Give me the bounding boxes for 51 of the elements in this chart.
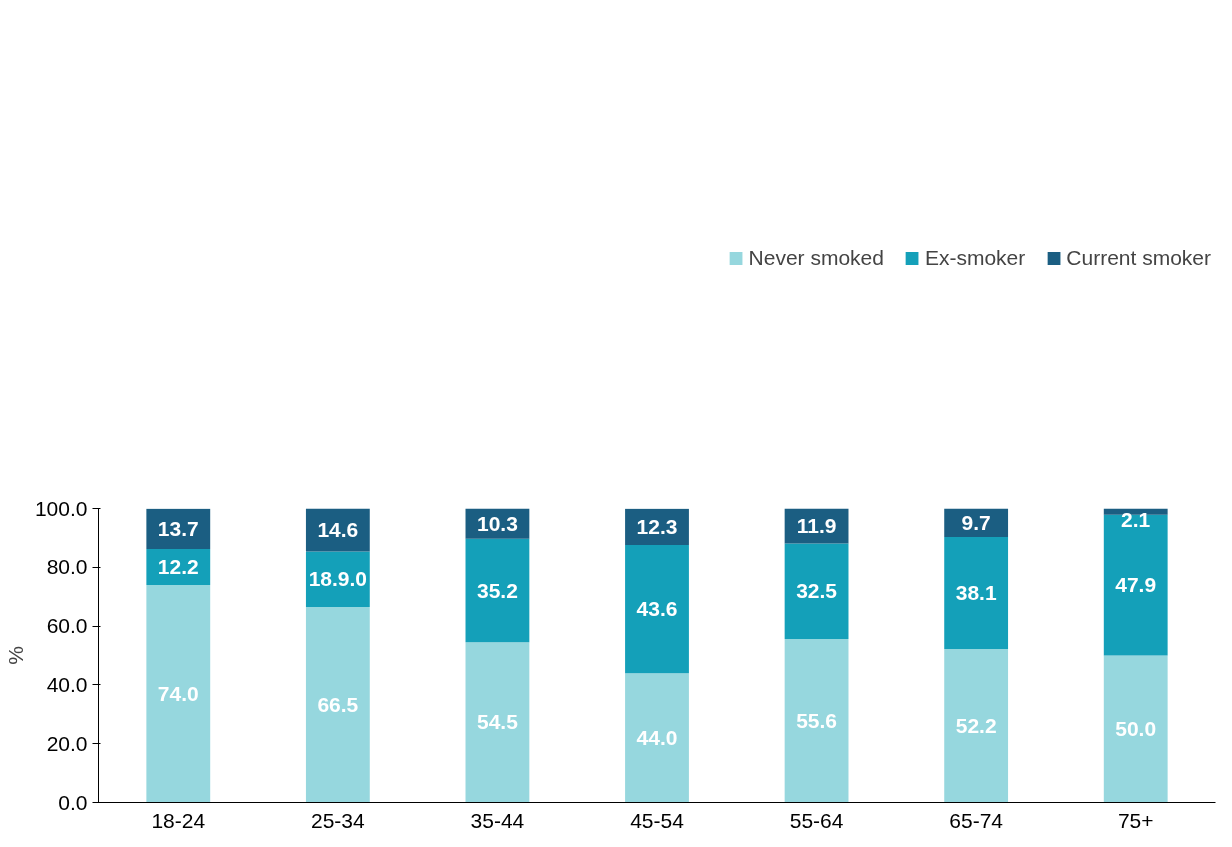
data-label: 10.3	[476, 511, 518, 535]
bar	[784, 639, 849, 803]
bar	[465, 642, 530, 803]
data-label: 47.9	[1115, 573, 1157, 597]
legend-label: Never smoked	[748, 246, 884, 270]
bar	[784, 543, 849, 640]
data-label: 44.0	[636, 725, 678, 749]
bar	[146, 584, 211, 803]
data-label: 18.9.0	[308, 567, 368, 591]
data-label: 55.6	[796, 708, 838, 732]
y-axis-title: %	[3, 646, 27, 665]
legend-label: Ex-smoker	[924, 246, 1026, 270]
y-tick-label: 0.0	[58, 790, 88, 814]
bar	[1103, 655, 1168, 803]
y-tick-label: 100.0	[34, 496, 88, 520]
data-label: 50.0	[1115, 717, 1157, 740]
data-label: 2.1	[1121, 507, 1151, 531]
data-label: 11.9	[796, 513, 837, 537]
x-tick-label: 65-74	[949, 808, 1004, 832]
data-label: 13.7	[157, 516, 199, 540]
x-tick-label: 35-44	[470, 808, 525, 832]
data-label: 43.6	[636, 597, 678, 621]
data-label: 32.5	[796, 579, 838, 603]
bar	[305, 606, 370, 803]
data-label: 12.3	[636, 514, 678, 538]
y-tick-label: 80.0	[46, 555, 88, 579]
y-tick-label: 20.0	[46, 731, 88, 755]
legend-label: Current smoker	[1066, 246, 1211, 270]
data-label: 9.7	[961, 510, 991, 534]
bar	[625, 544, 689, 674]
y-tick-label: 40.0	[46, 672, 88, 696]
bar	[944, 649, 1009, 803]
bar	[1103, 508, 1168, 515]
data-label: 66.5	[317, 692, 359, 716]
bar	[625, 673, 689, 803]
data-label: 74.0	[157, 681, 199, 705]
x-tick-label: 75+	[1117, 808, 1154, 832]
x-tick-label: 55-64	[789, 808, 844, 832]
bar	[944, 537, 1009, 650]
x-tick-label: 18-24	[151, 808, 206, 832]
x-tick-label: 45-54	[630, 808, 685, 832]
data-label: 52.2	[955, 713, 997, 737]
data-label: 35.2	[476, 578, 518, 602]
y-tick-label: 60.0	[46, 614, 88, 638]
bar	[1103, 514, 1168, 656]
data-label: 12.2	[157, 555, 199, 579]
data-label: 14.6	[317, 517, 359, 541]
x-tick-label: 25-34	[311, 808, 366, 832]
data-label: 54.5	[476, 710, 519, 734]
data-label: 38.1	[955, 581, 997, 605]
bar	[465, 538, 530, 643]
